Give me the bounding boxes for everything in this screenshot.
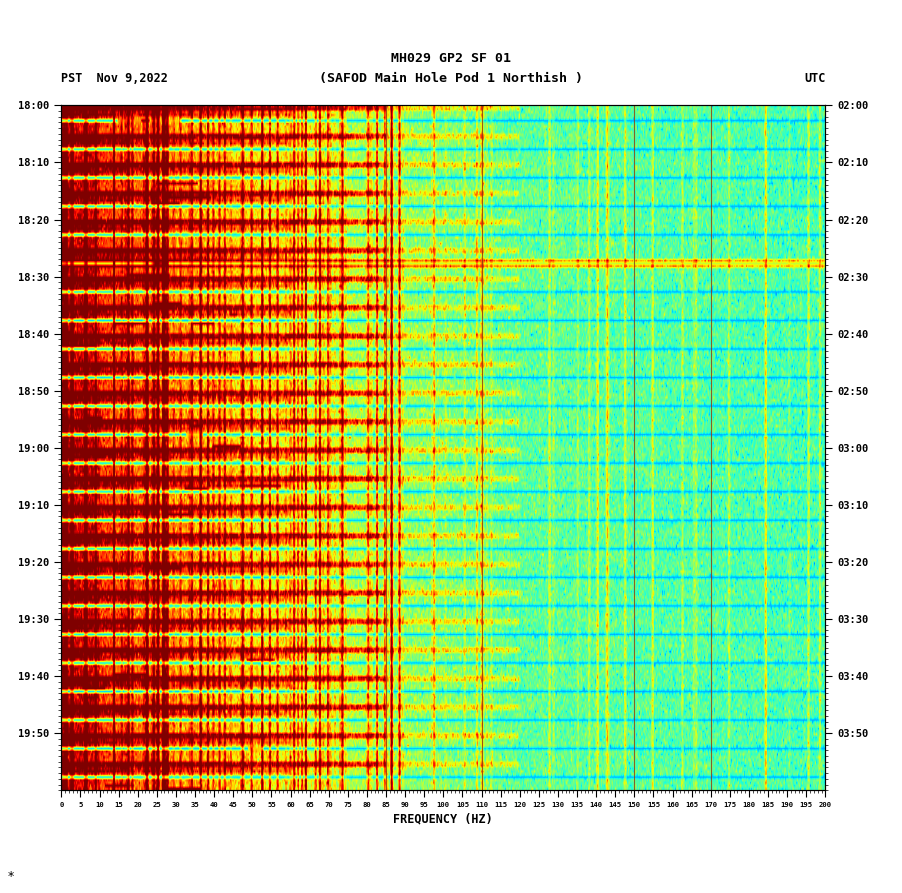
Text: UTC: UTC	[804, 72, 825, 85]
Text: ≈: ≈	[11, 19, 23, 33]
Text: MH029 GP2 SF 01: MH029 GP2 SF 01	[391, 52, 511, 64]
Text: USGS: USGS	[32, 21, 64, 31]
Text: PST  Nov 9,2022: PST Nov 9,2022	[61, 72, 168, 85]
X-axis label: FREQUENCY (HZ): FREQUENCY (HZ)	[393, 813, 493, 825]
Text: (SAFOD Main Hole Pod 1 Northish ): (SAFOD Main Hole Pod 1 Northish )	[319, 72, 583, 85]
Text: *: *	[7, 871, 14, 883]
